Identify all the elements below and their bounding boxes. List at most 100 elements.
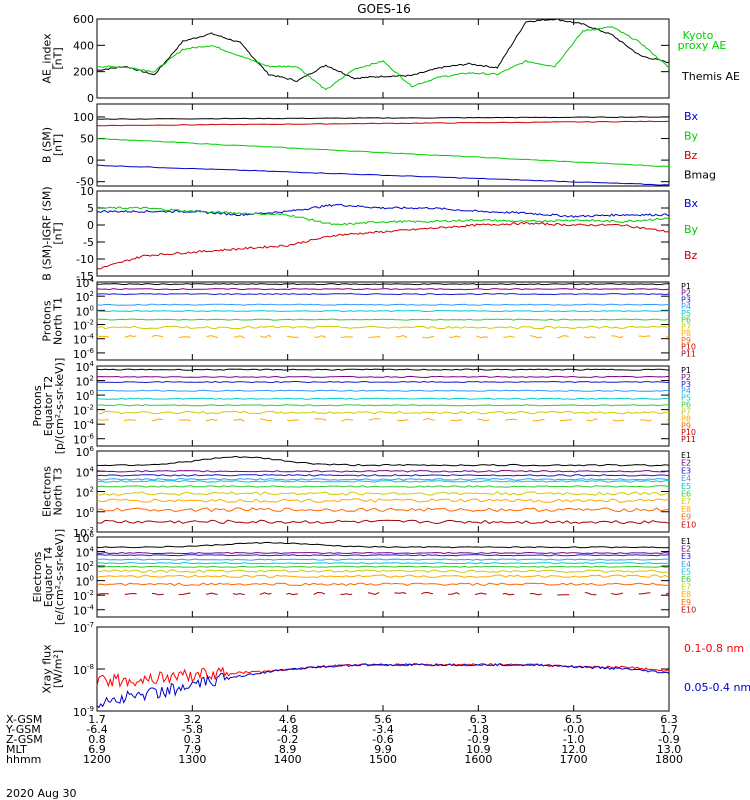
legend-by: By: [684, 130, 699, 143]
series-line-p5: [96, 397, 670, 400]
y-tick-label: 10-2: [73, 589, 94, 603]
series-line-themis-ae: [96, 18, 670, 82]
y-tick-label: 0: [87, 92, 94, 105]
footer-cell: 7.9: [184, 743, 202, 756]
y-tick-label: 100: [76, 575, 94, 589]
panel-frame: [96, 450, 670, 533]
footer-cell: 1.7: [88, 713, 106, 726]
footer-row-label: Z-GSM: [6, 733, 43, 746]
footer-cell: -5.8: [182, 723, 203, 736]
legend-p10: P10: [681, 343, 696, 352]
y-tick-label: 10: [80, 185, 94, 198]
series-group: [96, 18, 670, 91]
footer-cell: -0.2: [277, 733, 298, 746]
y-tick-label: 10-4: [73, 418, 95, 432]
y-tick-label: 104: [76, 360, 95, 374]
y-tick-label: -10: [76, 253, 94, 266]
y-label-line: AE_index: [41, 33, 54, 84]
legend-bz: Bz: [684, 149, 698, 162]
y-tick-label: 100: [73, 111, 94, 124]
footer-cell: -1.8: [468, 723, 489, 736]
y-axis-label: B (SM)-IGRF (SM)[nT]: [41, 186, 65, 280]
series-line-e7: [96, 491, 670, 496]
y-tick-label: 102: [76, 486, 94, 500]
y-tick-label: 100: [76, 506, 94, 520]
y-tick-label: 10-6: [73, 347, 95, 361]
footer-cell: 1.7: [660, 723, 678, 736]
series-line-kyoto-proxy-ae: [96, 26, 670, 91]
footer-cell: -0.6: [372, 733, 393, 746]
series-line-p3: [96, 380, 670, 384]
footer-cell: -0.9: [468, 733, 489, 746]
series-line-e5: [96, 480, 670, 483]
footer-row-label: MLT: [6, 743, 27, 756]
footer-row-label: hhmm: [6, 753, 41, 766]
y-tick-label: 100: [76, 304, 94, 318]
series-group: [96, 455, 670, 525]
y-tick-label: 10-6: [73, 433, 95, 447]
series-line-by: [96, 138, 670, 167]
series-line-e2: [96, 551, 670, 555]
footer-cell: -1.0: [563, 733, 584, 746]
y-tick-label: 600: [73, 13, 94, 26]
series-group: [96, 116, 670, 186]
legend-by: By: [684, 223, 699, 236]
footer-cell: 9.9: [374, 743, 392, 756]
series-line-p6: [96, 318, 670, 321]
legend: 0.1-0.8 nm 0.05-0.4 nm: [684, 642, 750, 694]
footer-row-label: X-GSM: [6, 713, 42, 726]
legend-p7: P7: [681, 407, 691, 416]
y-tick-label: 400: [73, 39, 94, 52]
y-ticks: -50 0 50 100: [73, 111, 669, 189]
legend-p4: P4: [681, 387, 691, 396]
legend-e7: E7: [681, 497, 691, 506]
legend-p7: P7: [681, 322, 691, 331]
y-label-line: [p/(cm²-s-sr-keV)]: [53, 358, 66, 455]
series-line-p1: [96, 368, 670, 371]
legend-p6: P6: [681, 401, 691, 410]
series-group: [96, 541, 670, 596]
panel-frame: [96, 626, 670, 712]
y-tick-label: 10-4: [73, 604, 95, 618]
footer-cell: 6.9: [88, 743, 106, 756]
y-label-line: Protons: [41, 300, 54, 341]
legend-e5: E5: [681, 482, 691, 491]
footer-cell: -4.8: [277, 723, 298, 736]
y-tick-label: 0: [87, 154, 94, 167]
legend-p6: P6: [681, 316, 691, 325]
y-tick-label: 104: [76, 465, 95, 479]
legend-e1: E1: [681, 451, 691, 460]
y-ticks: 10-7 10-8 10-9: [73, 621, 669, 719]
panel-b_igrf: -15 -10 -5 0 5 10 B (SM)-IGRF (SM)[nT] Bx By Bz: [41, 185, 699, 283]
y-tick-label: 102: [76, 290, 94, 304]
y-label-line: North T1: [52, 297, 65, 345]
series-line-e8: [96, 574, 670, 579]
legend-e4: E4: [681, 474, 691, 483]
series-line-e9: [96, 582, 670, 587]
legend-e9: E9: [681, 513, 691, 522]
legend-e3: E3: [681, 466, 691, 475]
legend-xray-long: 0.1-0.8 nm: [684, 642, 744, 655]
legend-p9: P9: [681, 421, 691, 430]
legend-proxy-ae: proxy AE: [678, 39, 727, 52]
legend-e2: E2: [681, 459, 691, 468]
y-ticks: 0 200 400 600: [73, 13, 669, 105]
series-line-bz: [96, 120, 670, 127]
footer-cell: 0.8: [88, 733, 106, 746]
series-line-e1: [96, 541, 670, 549]
legend-p11: P11: [681, 435, 696, 444]
legend-p4: P4: [681, 302, 691, 311]
panel-frame: [96, 365, 670, 447]
y-tick-label: 104: [76, 546, 95, 560]
series-line-p5: [96, 310, 669, 313]
legend-p3: P3: [681, 295, 691, 304]
footer-cell: 3.2: [184, 713, 202, 726]
series-line-bmag: [96, 116, 669, 120]
series-line-p3: [96, 292, 670, 296]
footer-cell: 1400: [274, 753, 302, 766]
